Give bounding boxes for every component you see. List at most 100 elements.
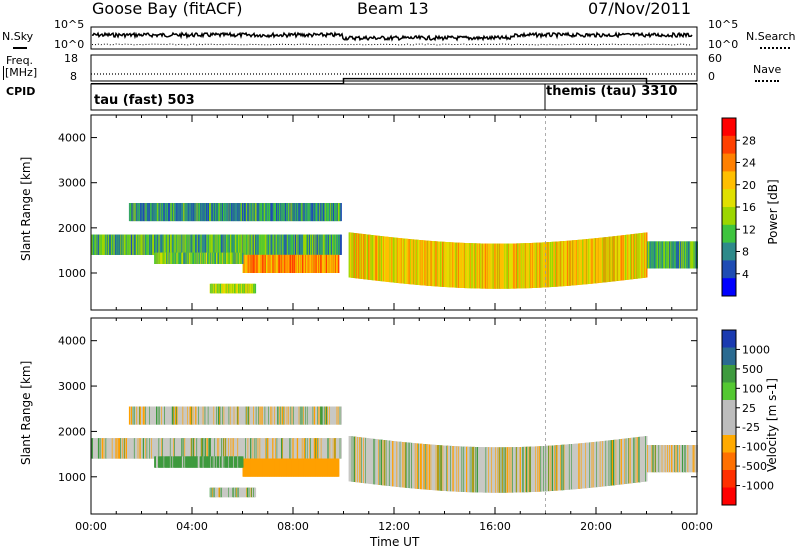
velocity-ylabel: Slant Range [km] [19,360,33,465]
colorbar-segment [722,171,736,190]
nsearch-legend-line [760,47,790,49]
velocity-data-cell [340,406,342,425]
colorbar-segment [722,189,736,208]
colorbar-tick-label: 28 [742,134,756,147]
colorbar-tick-label: 500 [742,363,763,376]
colorbar-tick-label: -500 [742,460,767,473]
noise-line [91,31,693,42]
colorbar-tick-label: 12 [742,223,756,236]
power-ylabel: Slant Range [km] [19,156,33,261]
noise-tick-high-right: 10^5 [708,18,739,31]
noise-tick-high: 10^5 [54,18,85,31]
velocity-cbar-label-text: Velocity [m s-1] [765,378,779,472]
colorbar-tick-label: -1000 [742,480,774,493]
colorbar-tick-label: 8 [742,246,749,259]
power-data-cell [340,234,342,255]
nsearch-line [91,43,693,46]
freq-unit-label: [MHz] [5,66,38,79]
colorbar-segment [722,135,736,155]
colorbar-segment [722,365,736,383]
x-tick-label: 00:00 [681,520,713,533]
colorbar-segment [722,400,736,418]
freq-strip-frame [90,54,698,82]
colorbar-segment [722,118,736,137]
power-heatmap [91,203,698,294]
colorbar-tick-label: 4 [742,268,749,281]
colorbar-tick-label: 24 [742,157,756,170]
noise-trace [91,31,693,46]
colorbar-frame [721,329,737,506]
y-tick-label: 1000 [58,267,86,280]
freq-tick-high: 18 [64,52,78,65]
nsearch-label: N.Search [746,30,796,43]
power-data-cell [254,283,257,294]
colorbar-segment [722,207,736,226]
cpid-right-label: themis (tau) 3310 [546,84,678,99]
colorbar-segment [722,153,736,172]
velocity-colorbar: 1000 500 100 25 -25 -100 -500 -1000 [721,329,774,506]
cpid-left-label: tau (fast) 503 [94,93,195,108]
cpid-label: CPID [6,85,36,98]
y-tick-label: 4000 [58,132,86,145]
y-tick-label: 1000 [58,471,86,484]
velocity-data-cell [340,438,342,459]
velocity-heatmap [91,406,698,498]
colorbar-segment [722,470,736,488]
xaxis-label: Time UT [370,535,420,549]
nsky-label: N.Sky [2,30,34,43]
colorbar-segment [722,278,736,297]
nave-label: Nave [753,63,782,76]
colorbar-segment [722,224,736,244]
power-colorbar: 28 24 20 16 12 8 4 [721,117,756,297]
nsky-legend-line [13,47,27,49]
velocity-data-cell [337,458,340,477]
cpid-strip-frame [90,83,698,111]
y-tick-label: 3000 [58,380,86,393]
colorbar-tick-label: 20 [742,179,756,192]
velocity-data-cell [254,487,257,498]
colorbar-tick-label: 25 [742,402,756,415]
velocity-cbar-label: Velocity [m s-1] [765,365,779,485]
y-tick-label: 2000 [58,222,86,235]
colorbar-segment [722,487,736,506]
power-data-cell [340,203,342,222]
colorbar-tick-label: -100 [742,441,767,454]
colorbar-segment [722,260,736,279]
colorbar-segment [722,417,736,436]
nave-tick-low: 0 [708,70,715,83]
y-tick-label: 3000 [58,177,86,190]
x-tick-label: 12:00 [378,520,410,533]
freq-tick-low: 8 [70,70,77,83]
y-tick-label: 4000 [58,335,86,348]
nave-legend-line [755,80,779,82]
velocity-data-cell [241,456,244,468]
x-tick-label: 16:00 [479,520,511,533]
power-data-cell [241,252,244,264]
colorbar-tick-label: 1000 [742,343,770,356]
colorbar-segment [722,452,736,471]
colorbar-segment [722,382,736,401]
colorbar-segment [722,435,736,453]
beam-title: Beam 13 [357,0,429,18]
power-data-cell [337,254,340,273]
station-title: Goose Bay (fitACF) [92,0,243,18]
x-tick-label: 20:00 [580,520,612,533]
colorbar-tick-label: -25 [742,421,760,434]
freq-label: Freq. [6,54,34,67]
x-tick-label: 04:00 [176,520,208,533]
colorbar-tick-label: 100 [742,382,763,395]
x-tick-label: 08:00 [277,520,309,533]
nave-tick-high: 60 [708,52,722,65]
colorbar-segment [722,347,736,366]
noise-tick-low: 10^0 [54,38,85,51]
freq-legend-line [3,66,8,80]
x-tick-label: 00:00 [75,520,107,533]
y-tick-label: 2000 [58,425,86,438]
noise-tick-low-right: 10^0 [708,38,739,51]
power-cbar-label: Power [dB] [766,179,780,245]
date-title: 07/Nov/2011 [588,0,692,18]
colorbar-tick-label: 16 [742,201,756,214]
noise-strip-frame [90,26,698,50]
frequency-trace [91,73,697,85]
